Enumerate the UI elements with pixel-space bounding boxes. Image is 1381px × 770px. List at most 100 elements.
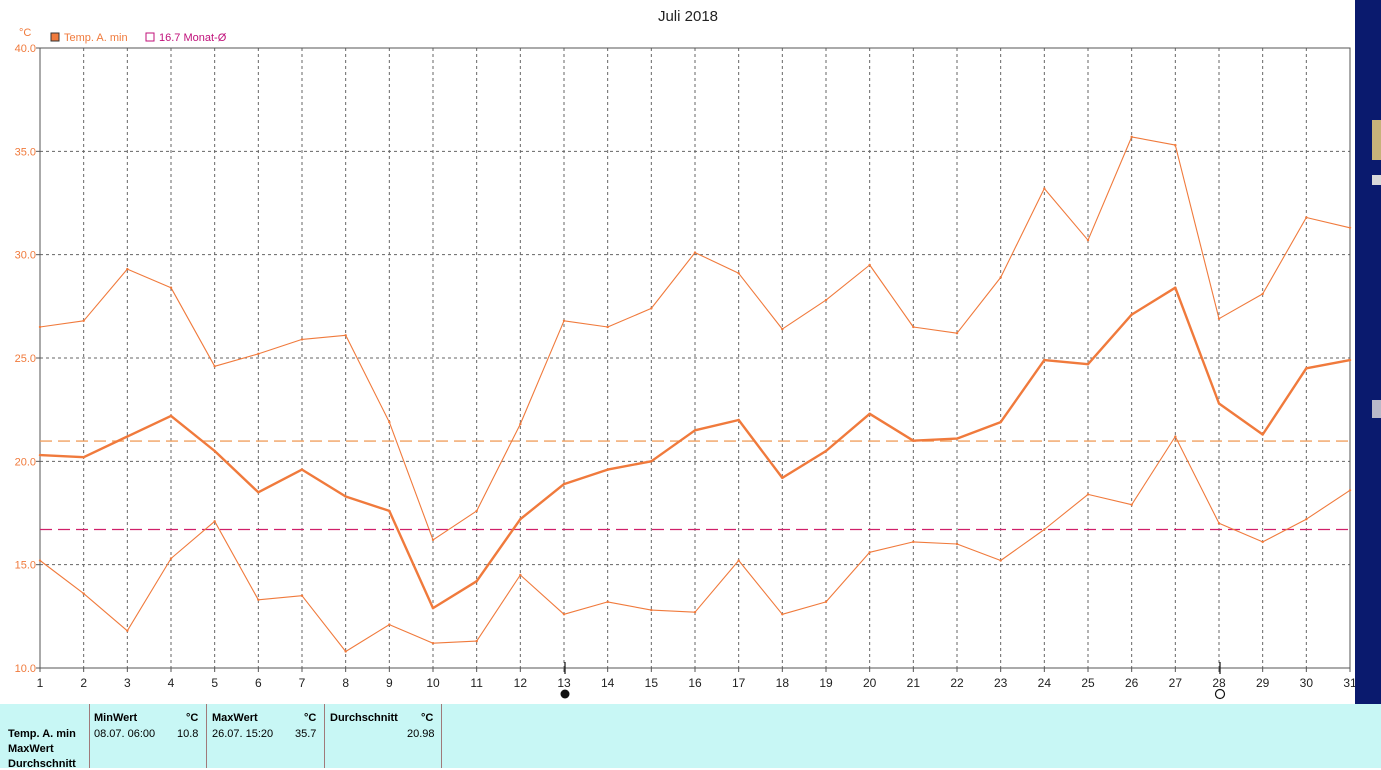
data-point-min bbox=[38, 559, 42, 562]
max-header: MaxWert bbox=[212, 712, 258, 724]
avg-value: 20.98 bbox=[407, 728, 435, 740]
x-tick-label: 16 bbox=[688, 676, 702, 690]
y-tick-label: 10.0 bbox=[15, 663, 36, 675]
data-point-mean bbox=[693, 429, 697, 432]
max-date: 26.07. 15:20 bbox=[212, 728, 274, 740]
full-moon-icon bbox=[1214, 688, 1226, 700]
data-point-mean bbox=[431, 606, 435, 610]
data-point-mean bbox=[1043, 358, 1046, 362]
data-point-min bbox=[955, 542, 959, 546]
stats-separator bbox=[89, 704, 90, 768]
data-point-max bbox=[1130, 135, 1133, 139]
data-point-mean bbox=[650, 460, 653, 463]
data-point-mean bbox=[519, 518, 522, 521]
chart-title: Juli 2018 bbox=[658, 8, 718, 25]
data-point-max bbox=[1305, 216, 1308, 219]
data-point-mean bbox=[82, 456, 85, 459]
stats-panel: Temp. A. min MaxWert Durchschnitt MinWer… bbox=[0, 704, 1381, 770]
data-point-min bbox=[1305, 518, 1308, 521]
data-point-max bbox=[1348, 226, 1352, 229]
data-point-mean bbox=[169, 414, 173, 418]
data-point-max bbox=[1261, 292, 1264, 296]
data-point-max bbox=[737, 272, 740, 275]
x-tick-label: 19 bbox=[819, 676, 833, 690]
data-point-max bbox=[999, 276, 1002, 279]
data-point-max bbox=[824, 298, 828, 302]
x-tick-label: 24 bbox=[1038, 676, 1052, 690]
data-point-max bbox=[1217, 317, 1221, 320]
x-tick-label: 13 bbox=[557, 676, 571, 690]
data-point-min bbox=[650, 608, 653, 612]
data-point-min bbox=[213, 520, 216, 523]
max-unit: °C bbox=[304, 712, 317, 724]
data-point-mean bbox=[1305, 367, 1308, 370]
x-tick-label: 18 bbox=[776, 676, 790, 690]
data-point-min bbox=[126, 629, 129, 632]
x-tick-label: 11 bbox=[470, 676, 483, 690]
data-point-min bbox=[300, 594, 304, 597]
data-point-mean bbox=[344, 495, 347, 498]
data-point-min bbox=[693, 611, 697, 614]
data-point-max bbox=[475, 509, 478, 513]
x-tick-label: 6 bbox=[255, 676, 262, 690]
data-point-mean bbox=[824, 449, 828, 453]
y-tick-label: 20.0 bbox=[15, 456, 36, 468]
x-tick-label: 21 bbox=[907, 676, 921, 690]
avg-header: Durchschnitt bbox=[330, 712, 398, 724]
data-point-mean bbox=[737, 418, 740, 422]
y-tick-label: 40.0 bbox=[15, 43, 36, 55]
data-point-mean bbox=[868, 412, 871, 415]
stats-separator bbox=[441, 704, 442, 768]
x-tick-label: 12 bbox=[514, 676, 528, 690]
data-point-mean bbox=[1086, 363, 1090, 366]
x-tick-label: 8 bbox=[342, 676, 349, 690]
min-unit: °C bbox=[186, 712, 199, 724]
data-point-min bbox=[1086, 493, 1090, 496]
x-tick-label: 5 bbox=[211, 676, 218, 690]
data-point-min bbox=[781, 613, 784, 616]
x-tick-label: 2 bbox=[80, 676, 87, 690]
legend-series-label: Temp. A. min bbox=[64, 32, 128, 44]
data-point-max bbox=[82, 319, 85, 322]
y-tick-label: 35.0 bbox=[15, 146, 36, 158]
x-tick-label: 23 bbox=[994, 676, 1008, 690]
desktop-edge bbox=[1355, 0, 1381, 705]
x-tick-label: 17 bbox=[732, 676, 746, 690]
data-point-mean bbox=[999, 420, 1002, 424]
stats-row-label: Temp. A. min bbox=[8, 728, 76, 740]
data-point-mean bbox=[1130, 313, 1133, 316]
data-point-min bbox=[606, 600, 609, 604]
x-tick-label: 3 bbox=[124, 676, 131, 690]
y-tick-label: 30.0 bbox=[15, 250, 36, 262]
data-point-mean bbox=[606, 468, 609, 471]
data-point-min bbox=[1261, 540, 1264, 544]
stats-row-label: Durchschnitt bbox=[8, 758, 76, 770]
data-point-min bbox=[257, 598, 260, 601]
data-point-max bbox=[912, 325, 915, 329]
x-tick-label: 9 bbox=[386, 676, 393, 690]
stats-separator bbox=[206, 704, 207, 768]
y-tick-label: 25.0 bbox=[15, 353, 36, 365]
data-point-max bbox=[344, 334, 347, 337]
data-point-max bbox=[955, 332, 959, 335]
data-point-max bbox=[562, 319, 566, 322]
data-point-mean bbox=[257, 491, 260, 494]
stats-separator bbox=[324, 704, 325, 768]
data-point-max bbox=[38, 325, 42, 329]
data-point-mean bbox=[388, 509, 391, 513]
data-point-mean bbox=[1348, 358, 1352, 362]
legend-avg-label: 16.7 Monat-Ø bbox=[159, 32, 227, 44]
desktop-label-fragment bbox=[1372, 175, 1381, 185]
data-point-mean bbox=[300, 468, 304, 471]
x-tick-label: 28 bbox=[1212, 676, 1226, 690]
x-tick-label: 22 bbox=[950, 676, 964, 690]
data-point-min bbox=[737, 559, 740, 562]
data-point-min bbox=[1174, 435, 1177, 438]
data-point-mean bbox=[38, 453, 42, 457]
data-point-max bbox=[606, 325, 609, 329]
min-value: 10.8 bbox=[177, 728, 199, 740]
y-axis-unit: °C bbox=[19, 27, 31, 39]
data-point-max bbox=[257, 352, 260, 356]
data-point-mean bbox=[955, 437, 959, 440]
data-point-max bbox=[1086, 239, 1090, 242]
